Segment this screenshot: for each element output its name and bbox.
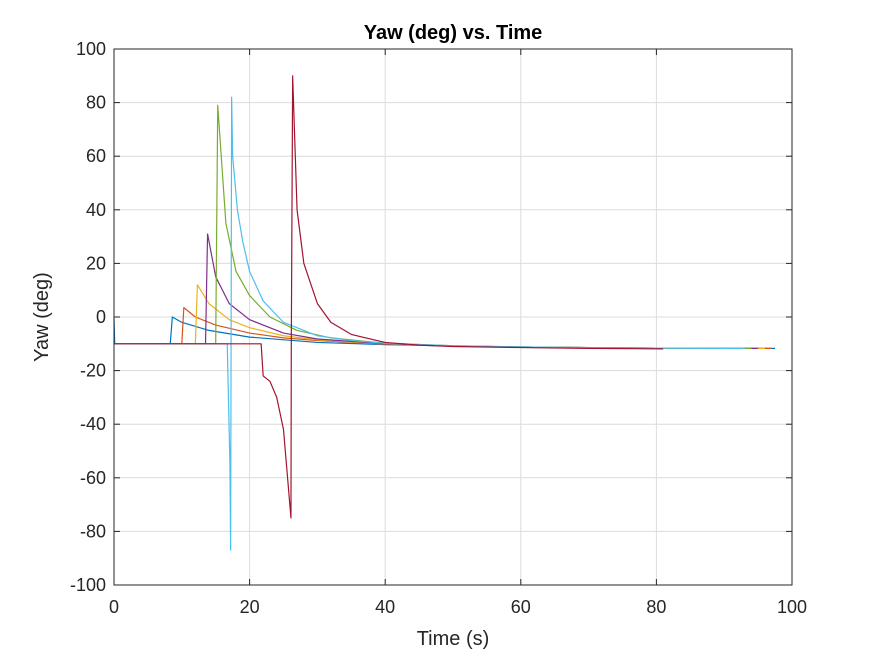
series-line-7 <box>114 75 664 519</box>
chart-title: Yaw (deg) vs. Time <box>364 22 543 44</box>
y-tick-label: -60 <box>80 468 106 488</box>
y-tick-label: 20 <box>86 253 106 273</box>
x-axis-label: Time (s) <box>417 628 490 650</box>
y-tick-label: 60 <box>86 146 106 166</box>
x-tick-label: 60 <box>511 597 531 617</box>
ticks: 0 20 40 60 80 100 -100 -80 -60 -40 -20 0 20 40 60 80 100 <box>70 39 807 617</box>
y-tick-label: 80 <box>86 93 106 113</box>
x-tick-label: 0 <box>109 597 119 617</box>
x-tick-label: 40 <box>375 597 395 617</box>
y-tick-label: -100 <box>70 575 106 595</box>
series-group <box>113 75 776 551</box>
y-tick-label: 0 <box>96 307 106 327</box>
x-tick-label: 20 <box>240 597 260 617</box>
y-tick-label: -20 <box>80 361 106 381</box>
grid <box>114 49 792 585</box>
y-tick-label: -80 <box>80 521 106 541</box>
x-tick-label: 100 <box>777 597 807 617</box>
y-tick-label: -40 <box>80 414 106 434</box>
x-tick-label: 80 <box>646 597 666 617</box>
y-tick-label: 100 <box>76 39 106 59</box>
y-axis-label: Yaw (deg) <box>31 272 53 362</box>
y-tick-label: 40 <box>86 200 106 220</box>
series-line-6 <box>114 96 745 551</box>
